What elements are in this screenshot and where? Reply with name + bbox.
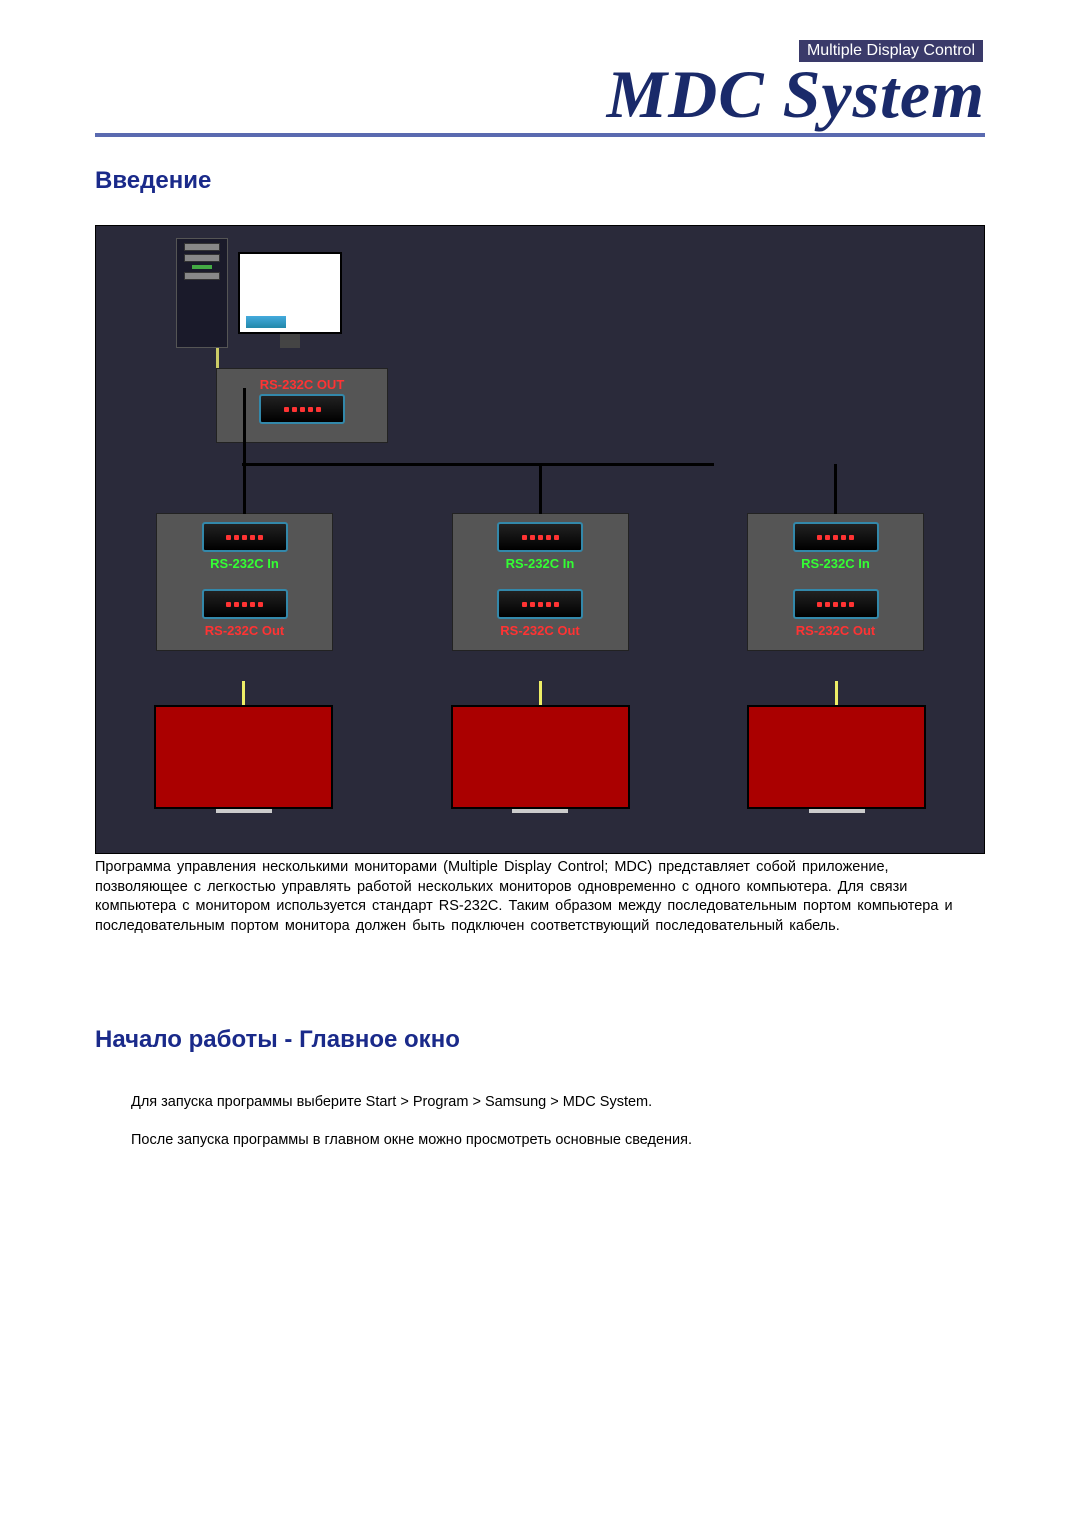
- pc-tower-icon: [176, 238, 228, 348]
- display-2: [453, 681, 628, 813]
- port-out-label-2: RS-232C Out: [500, 623, 579, 638]
- wire: [216, 348, 219, 368]
- intro-body: Программа управления несколькими монитор…: [95, 858, 985, 936]
- port-block-2: RS-232C In RS-232C Out: [452, 513, 629, 651]
- pc-monitor-icon: [238, 252, 342, 348]
- port-out-label: RS-232C OUT: [260, 377, 345, 392]
- intro-title: Введение: [95, 167, 985, 195]
- start-line-2: После запуска программы в главном окне м…: [131, 1122, 985, 1160]
- getting-started-title: Начало работы - Главное окно: [95, 1026, 985, 1054]
- port-block-1: RS-232C In RS-232C Out: [156, 513, 333, 651]
- header-rule: [95, 133, 985, 137]
- port-out-label-1: RS-232C Out: [205, 623, 284, 638]
- port-in-label-1: RS-232C In: [210, 556, 279, 571]
- display-3: [749, 681, 924, 813]
- port-block-source: RS-232C OUT: [216, 368, 388, 443]
- connection-diagram: RS-232C OUT RS-232C In RS-232C Out RS-23…: [95, 225, 985, 854]
- port-in-label-2: RS-232C In: [506, 556, 575, 571]
- logo: MDC System: [95, 64, 985, 125]
- port-in-label-3: RS-232C In: [801, 556, 870, 571]
- display-1: [156, 681, 331, 813]
- port-block-3: RS-232C In RS-232C Out: [747, 513, 924, 651]
- port-out-label-3: RS-232C Out: [796, 623, 875, 638]
- start-line-1: Для запуска программы выберите Start > P…: [131, 1084, 985, 1122]
